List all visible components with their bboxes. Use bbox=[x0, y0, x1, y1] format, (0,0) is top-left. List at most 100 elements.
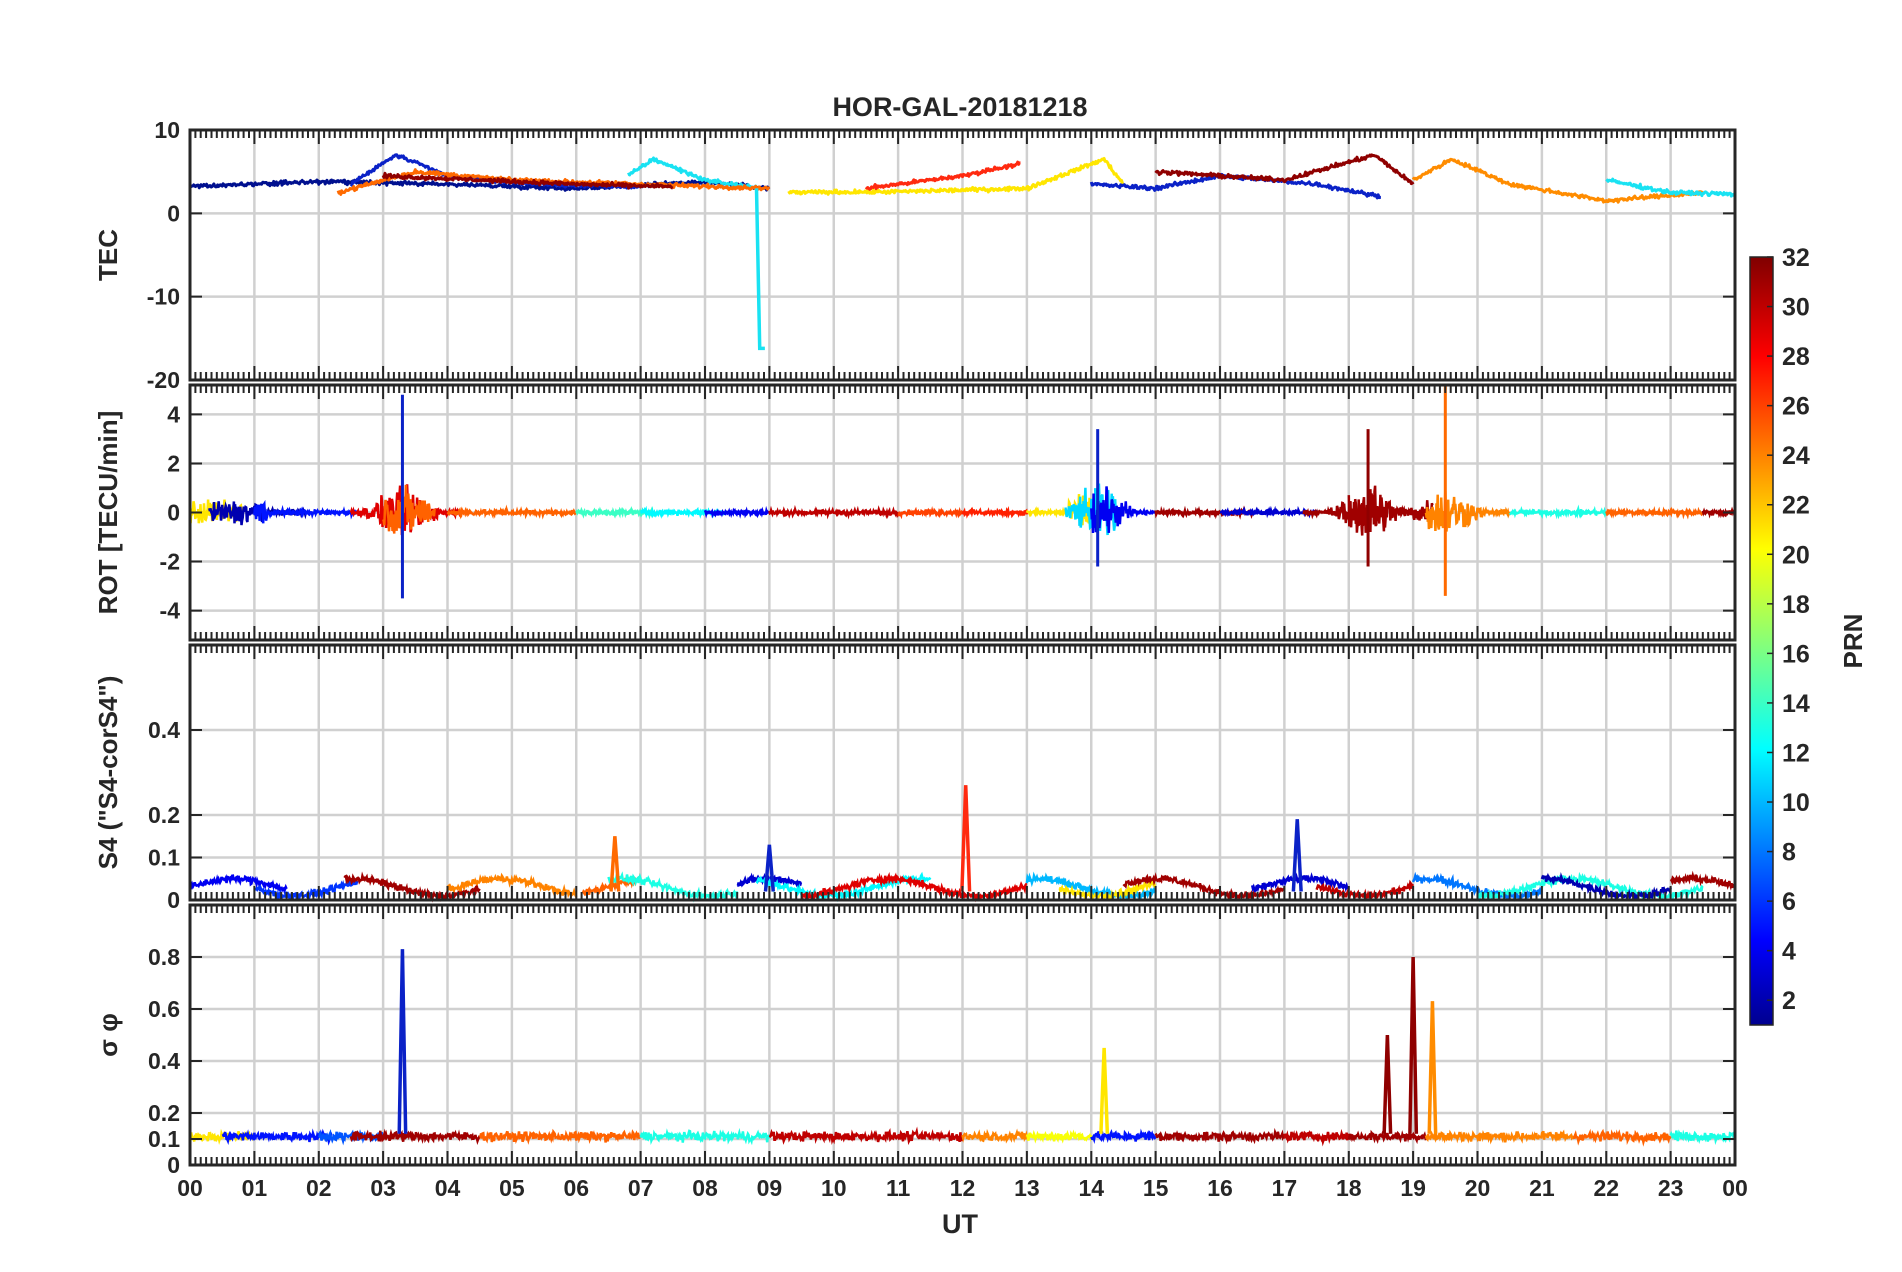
sigma-series-5 bbox=[639, 1127, 771, 1146]
rot-series-4 bbox=[381, 484, 436, 534]
y-tick-label: 0 bbox=[167, 1152, 180, 1178]
x-tick-label: 15 bbox=[1143, 1175, 1169, 1201]
x-tick-label: 12 bbox=[950, 1175, 976, 1201]
colorbar-tick-label: 22 bbox=[1782, 492, 1810, 520]
y-tick-label: -4 bbox=[160, 598, 181, 624]
s4-series-2 bbox=[343, 871, 481, 903]
sigma-series-8 bbox=[1025, 1129, 1093, 1144]
y-tick-label: 0.2 bbox=[148, 802, 180, 828]
s4-spike-1 bbox=[1291, 819, 1303, 892]
panel-s4: 0.4 0.2 0.1 0 S4 ("S4-corS4") bbox=[93, 643, 1737, 913]
tec-series-10 bbox=[1605, 177, 1737, 198]
panel-sigma: 0.8 0.6 0.4 0.20.10 σ φ bbox=[93, 903, 1737, 1178]
sigma-spike-3 bbox=[1099, 1047, 1110, 1134]
y-tick-label: 0.4 bbox=[148, 717, 180, 743]
rot-series-10 bbox=[897, 506, 964, 520]
panel-border bbox=[188, 643, 1737, 902]
s4-spike-3 bbox=[763, 844, 775, 892]
sigma-series-11 bbox=[1283, 1128, 1351, 1147]
rot-series-18 bbox=[1347, 489, 1434, 532]
rot-series-22 bbox=[1701, 506, 1737, 519]
sigma-series-14 bbox=[1572, 1128, 1672, 1147]
tec-drop-mark-0 bbox=[754, 188, 765, 351]
y-tick-marks bbox=[190, 413, 1735, 612]
colorbar-tick-label: 6 bbox=[1782, 888, 1796, 916]
y-axis-label-rot: ROT [TECU/min] bbox=[93, 411, 123, 615]
colorbar-tick-label: 8 bbox=[1782, 839, 1796, 867]
x-tick-label: 03 bbox=[370, 1175, 396, 1201]
x-axis-label: UT bbox=[942, 1209, 978, 1239]
y-tick-label: 10 bbox=[154, 117, 180, 143]
y-tick-label: 0.1 bbox=[148, 1126, 180, 1152]
x-tick-label: 22 bbox=[1593, 1175, 1619, 1201]
colorbar-tick-label: 28 bbox=[1782, 343, 1810, 371]
x-tick-label: 06 bbox=[563, 1175, 589, 1201]
rot-series-2 bbox=[253, 499, 358, 524]
x-tick-label: 21 bbox=[1529, 1175, 1555, 1201]
colorbar-tick-label: 26 bbox=[1782, 393, 1810, 421]
y-tick-label: 0.4 bbox=[148, 1048, 180, 1074]
x-tick-label: 09 bbox=[757, 1175, 783, 1201]
tec-series-6 bbox=[864, 160, 1021, 191]
y-tick-label: 4 bbox=[167, 401, 180, 427]
rot-series-5 bbox=[446, 504, 577, 520]
colorbar-tick-label: 2 bbox=[1782, 987, 1796, 1015]
s4-series-0 bbox=[188, 873, 288, 895]
colorbar-tick-label: 12 bbox=[1782, 739, 1810, 767]
panel-border bbox=[188, 903, 1737, 1167]
y-tick-label: -10 bbox=[147, 284, 180, 310]
rot-series-19 bbox=[1424, 490, 1511, 532]
y-tick-label: 0.6 bbox=[148, 996, 180, 1022]
colorbar-label: PRN bbox=[1838, 614, 1868, 669]
y-axis-label-tec: TEC bbox=[93, 229, 123, 281]
colorbar-tick-label: 4 bbox=[1782, 938, 1796, 966]
x-tick-label: 08 bbox=[692, 1175, 718, 1201]
x-tick-label: 07 bbox=[628, 1175, 654, 1201]
y-axis-label-s4: S4 ("S4-corS4") bbox=[93, 676, 123, 870]
x-tick-label: 02 bbox=[306, 1175, 332, 1201]
x-tick-label: 10 bbox=[821, 1175, 847, 1201]
x-tick-label: 13 bbox=[1014, 1175, 1040, 1201]
colorbar-tick-label: 10 bbox=[1782, 789, 1810, 817]
colorbar-gradient bbox=[1749, 256, 1774, 1026]
tec-series-8 bbox=[1154, 153, 1415, 186]
panel-tec: 10 0 -10 -20 TEC bbox=[93, 117, 1737, 393]
sigma-spike-0 bbox=[397, 949, 408, 1134]
sigma-series-10 bbox=[1154, 1127, 1286, 1145]
s4-series-17 bbox=[1669, 870, 1737, 891]
chart-title: HOR-GAL-20181218 bbox=[832, 92, 1087, 122]
sigma-spike-1 bbox=[1408, 956, 1419, 1134]
y-tick-label: 0.1 bbox=[148, 845, 180, 871]
x-tick-label: 01 bbox=[242, 1175, 268, 1201]
x-tick-label: 16 bbox=[1207, 1175, 1233, 1201]
colorbar-tick-label: 24 bbox=[1782, 442, 1810, 470]
x-tick-label: 17 bbox=[1272, 1175, 1298, 1201]
panel-border bbox=[188, 383, 1737, 642]
colorbar-tick-label: 32 bbox=[1782, 244, 1810, 272]
y-tick-label: -20 bbox=[147, 367, 180, 393]
tec-series-4 bbox=[381, 171, 674, 190]
y-axis-label-sigma: σ φ bbox=[93, 1013, 123, 1057]
y-tick-label: 0 bbox=[167, 200, 180, 226]
x-tick-label: 11 bbox=[886, 1175, 911, 1201]
sigma-spike-2 bbox=[1427, 1001, 1438, 1134]
y-tick-label: -2 bbox=[160, 549, 180, 575]
sigma-series-15 bbox=[1669, 1129, 1737, 1146]
sigma-series-13 bbox=[1424, 1129, 1576, 1145]
colorbar-tick-label: 14 bbox=[1782, 690, 1810, 718]
sigma-spike-4 bbox=[1382, 1034, 1393, 1134]
sigma-series-1 bbox=[221, 1128, 333, 1146]
y-tick-label: 0 bbox=[167, 887, 180, 913]
x-tick-label: 04 bbox=[435, 1175, 461, 1201]
colorbar-tick-label: 16 bbox=[1782, 640, 1810, 668]
rot-series-21 bbox=[1605, 505, 1704, 520]
colorbar-tick-label: 30 bbox=[1782, 294, 1810, 322]
colorbar-tick-label: 18 bbox=[1782, 591, 1810, 619]
x-axis-ticks: 00 01 02 03 04 05 06 07 08 09 10 11 12 13 14 15 16 17 18 19… bbox=[177, 1175, 1748, 1201]
x-tick-label: 14 bbox=[1078, 1175, 1104, 1201]
sigma-series-9 bbox=[1090, 1128, 1157, 1144]
sigma-series-4 bbox=[479, 1128, 641, 1145]
sigma-series-12 bbox=[1347, 1129, 1428, 1145]
